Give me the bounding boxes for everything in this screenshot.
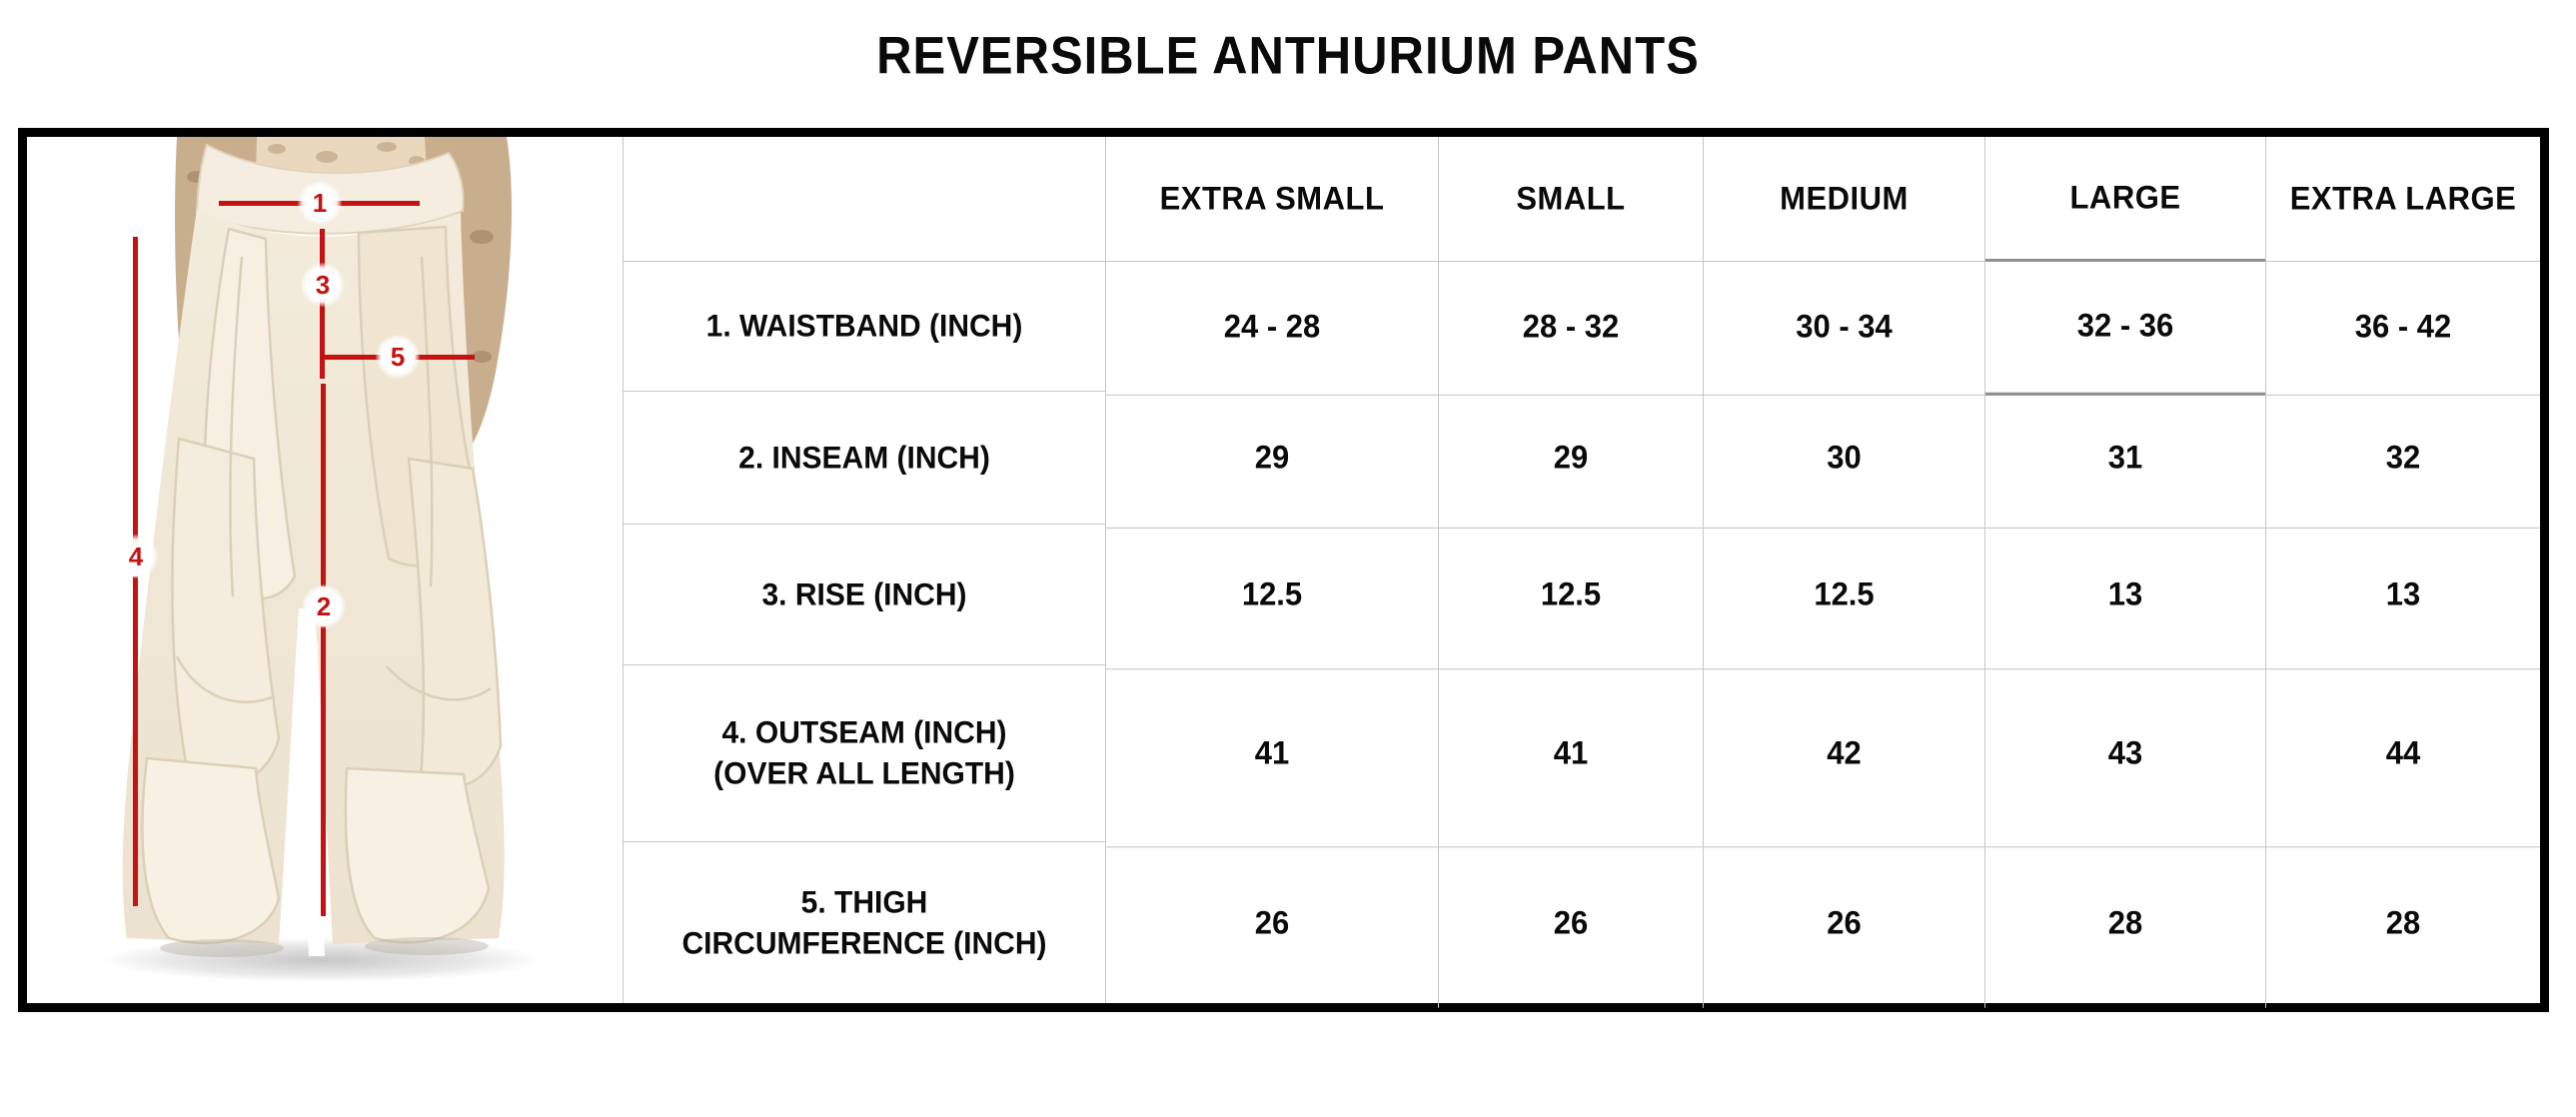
col-header-label: EXTRA LARGE: [2289, 179, 2517, 218]
row-label-rise: 3. RISE (INCH): [624, 525, 1106, 665]
col-header-large: LARGE: [1985, 137, 2266, 262]
cell-outseam-extra-large: 44: [2266, 660, 2540, 848]
cell-inseam-extra-small: 29: [1106, 388, 1439, 529]
row-label-thigh-circumference: 5. THIGH CIRCUMFERENCE (INCH): [624, 842, 1106, 1003]
col-header-label: MEDIUM: [1780, 179, 1909, 218]
cell-waistband-extra-large: 36 - 42: [2266, 258, 2540, 396]
col-header-label: EXTRA SMALL: [1159, 179, 1385, 218]
row-label-text: 5. THIGH: [800, 884, 928, 920]
cell-thigh-extra-large: 28: [2385, 903, 2421, 941]
cell-rise-small: 12.5: [1439, 520, 1704, 670]
cell-inseam-extra-large: 32: [2266, 388, 2540, 529]
inseam-measure-line-lower: [321, 626, 326, 916]
cell-outseam-medium: 42: [1704, 659, 1985, 848]
cell-inseam-large: 31: [1985, 388, 2266, 529]
row-label-outseam: 4. OUTSEAM (INCH) (OVER ALL LENGTH): [624, 665, 1106, 842]
marker-3-rise: 3: [301, 263, 345, 307]
cell-inseam-small: 29: [1439, 388, 1704, 529]
row-label-text: 2. INSEAM (INCH): [738, 440, 990, 476]
col-header-extra-large: EXTRA LARGE: [2266, 137, 2540, 262]
col-header-medium: MEDIUM: [1704, 137, 1985, 262]
marker-2-inseam: 2: [302, 584, 346, 628]
cell-thigh-medium: 26: [1704, 837, 1985, 1008]
rise-measure-line-upper: [320, 229, 325, 270]
thigh-measure-line-left: [322, 355, 381, 360]
cell-rise-medium: 12.5: [1704, 520, 1985, 670]
row-label-text: CIRCUMFERENCE (INCH): [681, 925, 1047, 961]
outseam-measure-line-lower: [133, 576, 138, 906]
row-label-inseam: 2. INSEAM (INCH): [624, 392, 1106, 525]
cell-outseam-small: 41: [1439, 659, 1704, 848]
cell-waistband-medium: 30 - 34: [1704, 258, 1985, 396]
page-title: REVERSIBLE ANTHURIUM PANTS: [876, 27, 1700, 86]
row-label-text: 4. OUTSEAM (INCH): [721, 714, 1007, 750]
cell-waistband-small: 28 - 32: [1439, 258, 1704, 396]
marker-5-thigh: 5: [376, 335, 420, 379]
cell-rise-extra-large: 13: [2266, 521, 2540, 670]
waistband-measure-line-right: [332, 201, 420, 206]
marker-1-waistband: 1: [298, 181, 342, 225]
cell-thigh-large: 28: [1985, 837, 2266, 1008]
col-header-label: SMALL: [1516, 179, 1626, 218]
cell-rise-extra-small: 12.5: [1106, 520, 1439, 670]
rise-measure-line-lower: [320, 300, 325, 379]
cell-outseam-extra-small: 41: [1106, 659, 1439, 848]
size-table: EXTRA SMALL SMALL MEDIUM LARGE EXTRA LAR…: [624, 137, 2540, 1008]
marker-4-outseam: 4: [114, 535, 158, 578]
cell-outseam-large: 43: [1985, 659, 2266, 848]
inseam-measure-line-upper: [321, 384, 326, 586]
row-label-text: 1. WAISTBAND (INCH): [705, 309, 1023, 344]
cell-inseam-medium: 30: [1704, 388, 1985, 529]
col-header-extra-small: EXTRA SMALL: [1106, 137, 1439, 262]
pants-photo-illustration: [102, 137, 542, 982]
col-header-label: LARGE: [2069, 178, 2181, 217]
thigh-measure-line-right: [415, 355, 475, 360]
waistband-measure-line-left: [219, 201, 307, 206]
col-header-small: SMALL: [1439, 137, 1704, 262]
cell-waistband-large: 32 - 36: [1985, 258, 2266, 396]
cell-rise-large: 13: [1985, 520, 2266, 670]
row-label-waistband: 1. WAISTBAND (INCH): [624, 262, 1106, 392]
cell-thigh-extra-small: 26: [1106, 837, 1439, 1008]
size-chart-box: 1 3 5 2 4 EXTRA SMALL SMALL MEDIUM LARGE…: [18, 128, 2549, 1012]
row-label-text: (OVER ALL LENGTH): [713, 756, 1015, 792]
cell-thigh-small: 26: [1439, 837, 1704, 1008]
cell-waistband-extra-small: 24 - 28: [1106, 258, 1439, 396]
corner-cell: [624, 137, 1106, 262]
row-label-text: 3. RISE (INCH): [761, 576, 967, 612]
outseam-measure-line-upper: [133, 237, 138, 545]
pants-photo-panel: 1 3 5 2 4: [27, 137, 624, 1003]
